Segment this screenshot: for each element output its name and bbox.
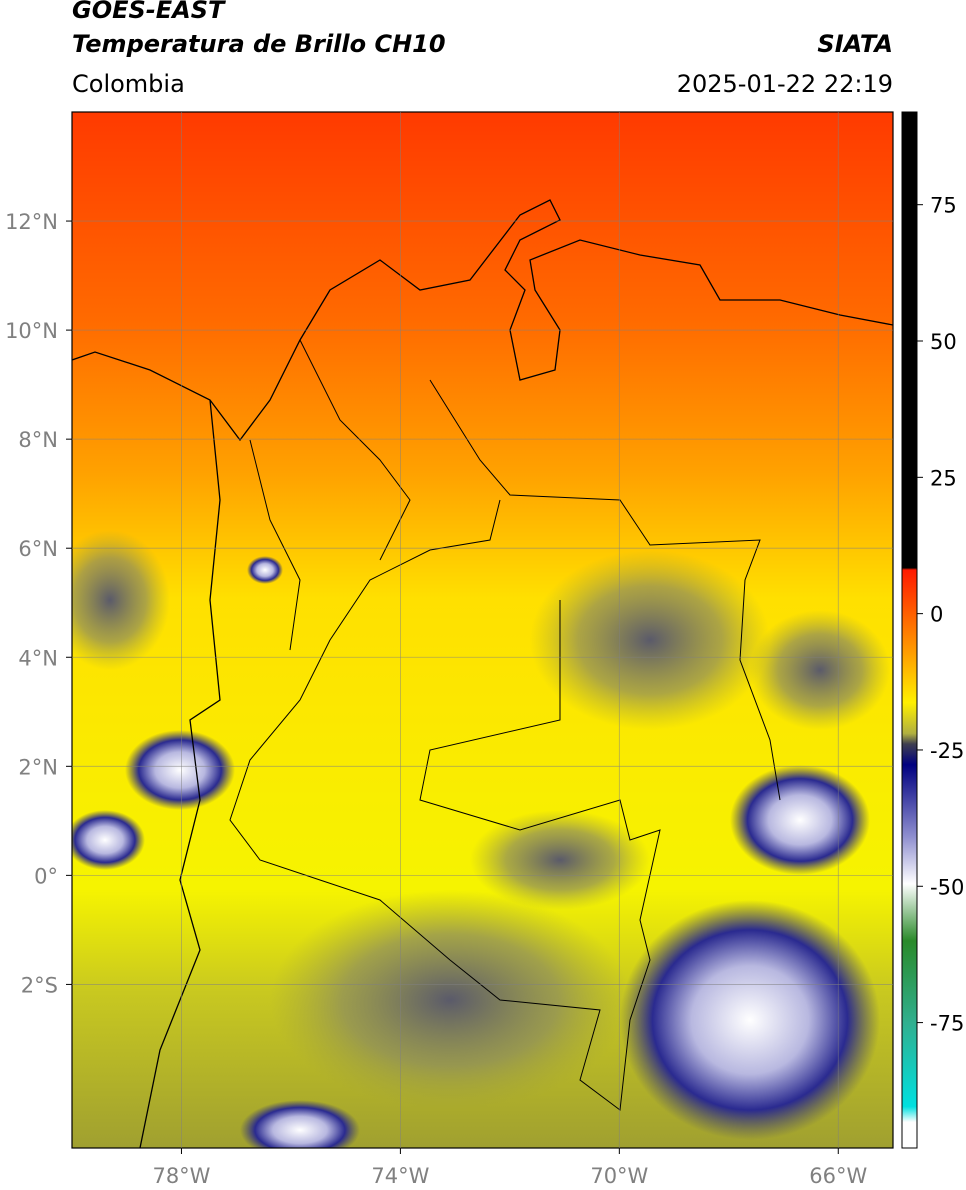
colorbar (901, 111, 918, 1149)
source: SIATA (817, 30, 893, 58)
colorbar-tick-label: 50 (930, 330, 957, 354)
lon-tick-label: 78°W (152, 1164, 210, 1188)
colorbar-tick-label: 25 (930, 466, 957, 490)
colorbar-tick-label: -50 (930, 875, 964, 899)
title: Temperatura de Brillo CH10 (72, 30, 446, 58)
lat-tick-label: 2°N (18, 755, 58, 779)
borders (229, 339, 781, 1111)
subtitle: Colombia (72, 70, 185, 98)
lat-tick-label: 6°N (18, 537, 58, 561)
lat-tick-label: 4°N (18, 646, 58, 670)
lon-tick-label: 74°W (371, 1164, 429, 1188)
colorbar-tick-label: 75 (930, 194, 957, 218)
lon-tick-label: 66°W (809, 1164, 867, 1188)
lon-tick-label: 70°W (590, 1164, 648, 1188)
title: GOES-EAST (72, 0, 225, 24)
map-frame (71, 111, 894, 1149)
lat-tick-label: 12°N (5, 210, 58, 234)
colorbar-tick-label: -75 (930, 1012, 964, 1036)
lat-tick-label: 0° (34, 864, 58, 888)
lat-tick-label: 2°S (21, 973, 58, 997)
timestamp: 2025-01-22 22:19 (676, 70, 893, 98)
coastline (72, 199, 893, 1148)
cloud-features (72, 530, 890, 1148)
colorbar-tick-label: -25 (930, 739, 964, 763)
colorbar-tick-label: 0 (930, 603, 943, 627)
lat-tick-label: 8°N (18, 428, 58, 452)
lat-tick-label: 10°N (5, 319, 58, 343)
